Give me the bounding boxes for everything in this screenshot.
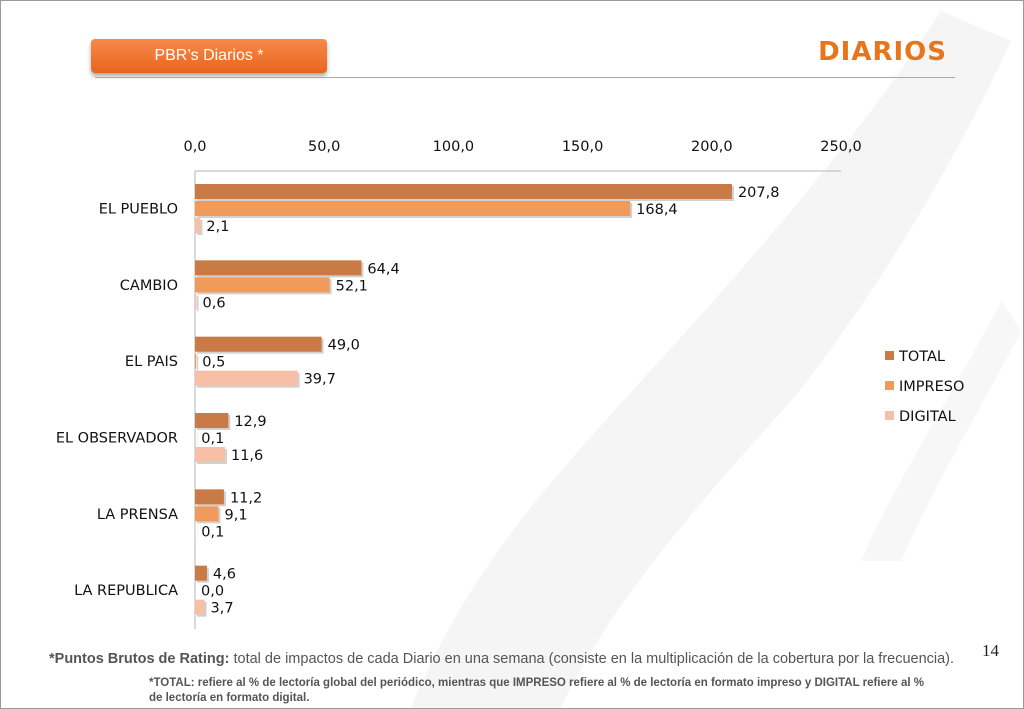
- data-label: 0,0: [201, 584, 224, 600]
- bar-digital: [195, 294, 197, 310]
- bar-digital: [195, 599, 205, 615]
- legend-swatch: [885, 381, 894, 390]
- bar-total: [195, 336, 322, 352]
- legend-swatch: [885, 351, 894, 360]
- bar-impreso: [195, 277, 330, 293]
- page-number: 14: [982, 641, 999, 660]
- category-label: EL PUEBLO: [99, 202, 178, 218]
- footnote-term: *Puntos Brutos de Rating:: [49, 651, 230, 667]
- bar-digital: [195, 370, 298, 386]
- legend-label: TOTAL: [898, 349, 945, 365]
- legend-label: DIGITAL: [899, 409, 956, 425]
- bar-shadow: [197, 355, 199, 371]
- legend-swatch: [885, 411, 894, 420]
- legend-label: IMPRESO: [899, 379, 964, 395]
- data-label: 0,5: [202, 355, 225, 371]
- data-label: 12,9: [234, 414, 266, 430]
- data-label: 9,1: [225, 507, 248, 523]
- category-label: LA PRENSA: [97, 507, 178, 523]
- data-label: 168,4: [636, 202, 678, 218]
- data-label: 39,7: [304, 372, 336, 388]
- data-label: 52,1: [336, 278, 368, 294]
- data-label: 11,6: [231, 448, 263, 464]
- x-tick-label: 100,0: [433, 139, 475, 155]
- category-label: EL PAIS: [125, 354, 178, 370]
- slide-title: DIARIOS: [818, 37, 947, 67]
- footnote-detail: *TOTAL: refiere al % de lectoría global …: [149, 677, 924, 704]
- section-tag: PBR’s Diarios *: [91, 39, 327, 73]
- x-tick-label: 200,0: [691, 139, 733, 155]
- category-label: EL OBSERVADOR: [56, 431, 178, 447]
- bar-digital: [195, 218, 201, 233]
- data-label: 3,7: [211, 601, 234, 617]
- bar-chart: 0,0 50,0 100,0 150,0 200,0 250,0 EL PUEBLO 207,…: [56, 139, 964, 629]
- data-label: 0,6: [203, 295, 226, 311]
- data-label: 2,1: [206, 219, 229, 235]
- x-tick-label: 50,0: [308, 139, 340, 155]
- category-label: CAMBIO: [120, 278, 178, 294]
- bar-impreso: [195, 353, 197, 369]
- data-label: 0,1: [201, 431, 224, 447]
- data-label: 207,8: [738, 185, 780, 201]
- data-label: 4,6: [213, 567, 236, 583]
- footnote: *Puntos Brutos de Rating: total de impac…: [49, 650, 959, 668]
- bar-total: [195, 184, 732, 199]
- bar-digital: [195, 447, 225, 462]
- data-label: 64,4: [367, 261, 399, 277]
- data-label: 11,2: [230, 490, 262, 506]
- category-label: LA REPUBLICA: [74, 583, 178, 599]
- bar-shadow: [197, 296, 199, 312]
- x-tick-label: 250,0: [820, 139, 862, 155]
- x-tick-label: 150,0: [562, 139, 604, 155]
- footnote-text: total de impactos de cada Diario en una …: [229, 651, 955, 667]
- bar-total: [195, 413, 229, 428]
- x-tick-label: 0,0: [183, 139, 206, 155]
- data-label: 0,1: [201, 524, 224, 540]
- bar-total: [195, 565, 207, 581]
- title-underline: [95, 77, 955, 78]
- bar-impreso: [195, 201, 631, 216]
- bar-total: [195, 260, 362, 276]
- bar-impreso: [195, 506, 219, 522]
- bar-total: [195, 489, 224, 505]
- data-label: 49,0: [328, 338, 360, 354]
